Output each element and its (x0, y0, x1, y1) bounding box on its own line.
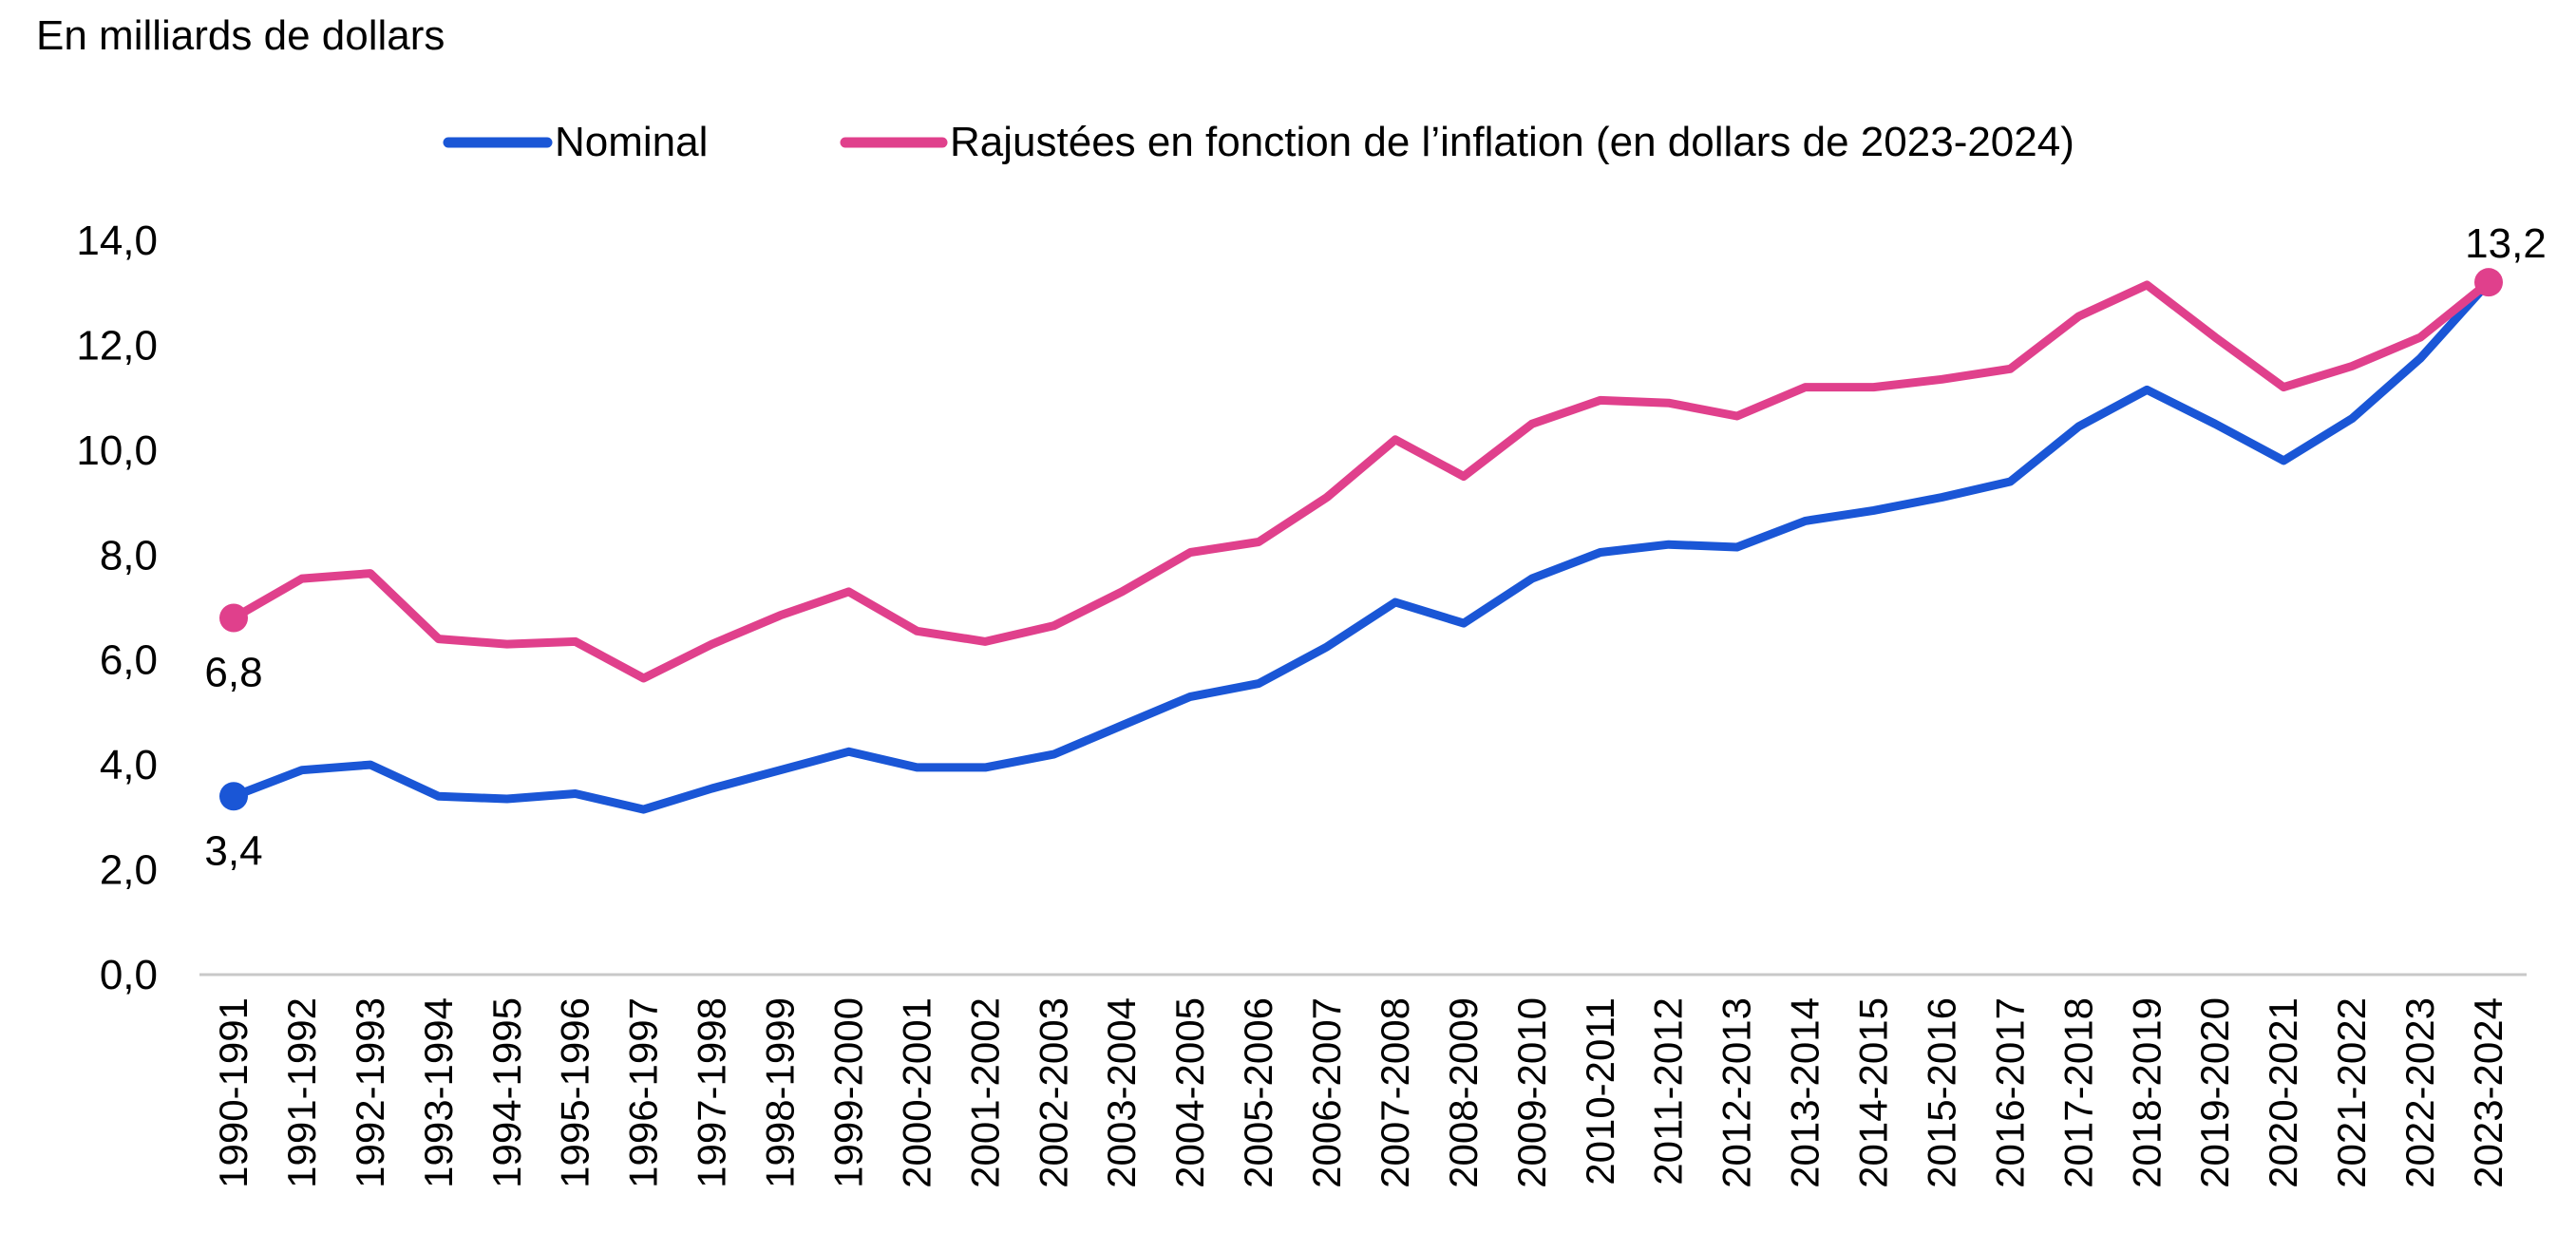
x-tick-label: 1994-1995 (484, 997, 529, 1188)
data-label: 3,4 (204, 827, 262, 874)
x-tick-label: 2004-2005 (1167, 997, 1212, 1188)
x-tick-label: 2014-2015 (1851, 997, 1896, 1188)
x-tick-label: 2023-2024 (2466, 997, 2510, 1188)
series-group (229, 277, 2493, 814)
data-point-marker (219, 782, 248, 811)
x-tick-label: 1999-2000 (825, 997, 870, 1188)
x-tick-label: 2016-2017 (1987, 997, 2032, 1188)
data-point-marker (2474, 268, 2503, 297)
x-tick-label: 2015-2016 (1919, 997, 1963, 1188)
x-axis: 1990-1991 1991-1992 1992-1993 1993-1994 1994… (211, 997, 2510, 1188)
y-tick-label: 0,0 (100, 952, 158, 998)
x-tick-label: 1997-1998 (690, 997, 734, 1188)
x-tick-label: 1993-1994 (416, 997, 461, 1188)
data-label: 6,8 (204, 650, 262, 696)
x-tick-label: 1992-1993 (348, 997, 392, 1188)
series-line-nominal (229, 277, 2493, 814)
x-tick-label: 2017-2018 (2055, 997, 2100, 1188)
data-label: 13,2 (2465, 220, 2547, 267)
x-tick-label: 2012-2013 (1714, 997, 1759, 1188)
markers-group: 6,8 3,4 13,2 (204, 220, 2546, 874)
y-tick-label: 8,0 (100, 532, 158, 579)
x-tick-label: 2008-2009 (1441, 997, 1486, 1188)
legend-label-inflation-adjusted: Rajustées en fonction de l’inflation (en… (950, 119, 2074, 165)
x-tick-label: 2006-2007 (1304, 997, 1349, 1188)
y-axis-label: En milliards de dollars (36, 12, 445, 59)
x-tick-label: 2011-2012 (1646, 997, 1691, 1186)
x-tick-label: 2003-2004 (1099, 997, 1144, 1188)
y-axis: 0,0 2,0 4,0 6,0 8,0 10,0 12,0 14,0 (76, 218, 158, 998)
legend: Nominal Rajustées en fonction de l’infla… (443, 119, 2074, 165)
series-line-inflation-adjusted (229, 277, 2493, 683)
x-tick-label: 2000-2001 (894, 997, 938, 1188)
y-tick-label: 4,0 (100, 742, 158, 788)
data-point-marker (219, 603, 248, 633)
x-tick-label: 1990-1991 (211, 997, 256, 1188)
x-tick-label: 2022-2023 (2397, 997, 2442, 1188)
x-tick-label: 2018-2019 (2124, 997, 2169, 1188)
legend-label-nominal: Nominal (555, 119, 708, 165)
x-tick-label: 2009-2010 (1509, 997, 1554, 1188)
y-tick-label: 12,0 (76, 322, 158, 369)
y-tick-label: 10,0 (76, 427, 158, 474)
y-tick-label: 2,0 (100, 847, 158, 894)
x-tick-label: 2002-2003 (1031, 997, 1075, 1188)
x-tick-label: 1998-1999 (758, 997, 803, 1188)
x-tick-label: 2001-2002 (962, 997, 1007, 1188)
x-tick-label: 2013-2014 (1783, 997, 1828, 1188)
y-tick-label: 6,0 (100, 637, 158, 684)
x-tick-label: 1996-1997 (621, 997, 666, 1188)
x-tick-label: 2007-2008 (1373, 997, 1417, 1188)
y-tick-label: 14,0 (76, 218, 158, 264)
x-tick-label: 1995-1996 (553, 997, 597, 1188)
x-tick-label: 2005-2006 (1236, 997, 1280, 1188)
x-tick-label: 2019-2020 (2192, 997, 2237, 1188)
x-tick-label: 2020-2021 (2261, 997, 2305, 1188)
x-tick-label: 2010-2011 (1578, 997, 1622, 1186)
x-tick-label: 2021-2022 (2329, 997, 2374, 1188)
x-tick-label: 1991-1992 (279, 997, 324, 1188)
